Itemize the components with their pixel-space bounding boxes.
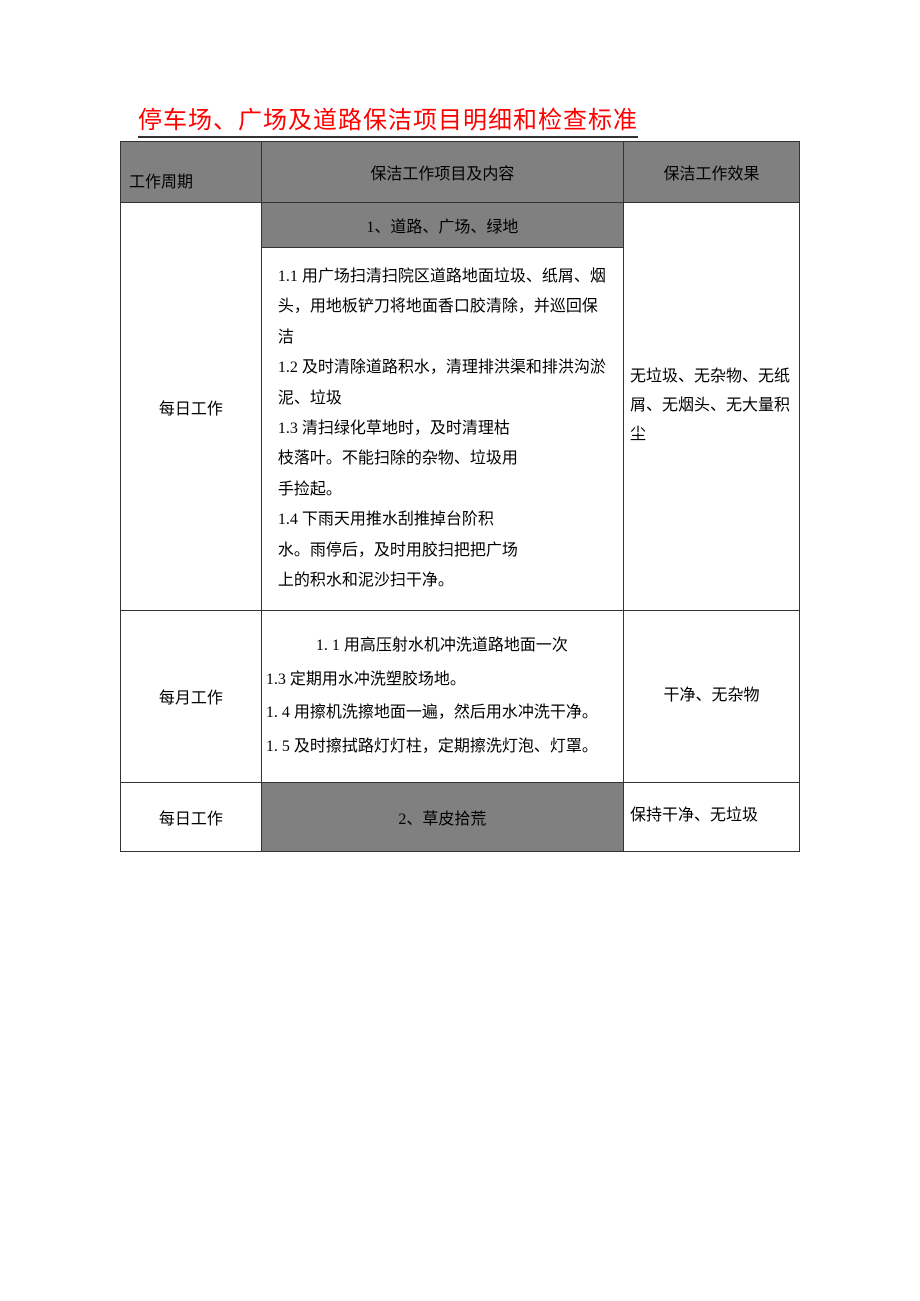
standards-table: 工作周期 保洁工作项目及内容 保洁工作效果 每日工作 1、道路、广场、绿地 无垃… [120, 141, 800, 852]
monthly-item-2: 1.3 定期用水冲洗塑胶场地。 [266, 663, 619, 697]
section2-header: 2、草皮拾荒 [261, 782, 623, 851]
section1-header-row: 每日工作 1、道路、广场、绿地 无垃圾、无杂物、无纸屑、无烟头、无大量积尘 [121, 203, 800, 248]
daily-period-cell: 每日工作 [121, 203, 262, 611]
daily-item-4a: 1.4 下雨天用推水刮推掉台阶积 [278, 505, 607, 535]
monthly-row: 每月工作 1. 1 用高压射水机冲洗道路地面一次 1.3 定期用水冲洗塑胶场地。… [121, 611, 800, 782]
daily-item-2: 1.2 及时清除道路积水，清理排洪渠和排洪沟淤泥、垃圾 [278, 353, 607, 414]
daily-item-1: 1.1 用广场扫清扫院区道路地面垃圾、纸屑、烟头，用地板铲刀将地面香口胶清除，并… [278, 262, 607, 353]
header-effect: 保洁工作效果 [623, 142, 799, 203]
daily-item-3c: 手捡起。 [278, 475, 607, 505]
daily-item-4c: 上的积水和泥沙扫干净。 [278, 566, 607, 596]
daily-content-cell: 1.1 用广场扫清扫院区道路地面垃圾、纸屑、烟头，用地板铲刀将地面香口胶清除，并… [261, 248, 623, 611]
section2-row: 每日工作 2、草皮拾荒 保持干净、无垃圾 [121, 782, 800, 851]
monthly-effect-cell: 干净、无杂物 [623, 611, 799, 782]
document-title: 停车场、广场及道路保洁项目明细和检查标准 [120, 100, 800, 135]
daily-item-3a: 1.3 清扫绿化草地时，及时清理枯 [278, 414, 607, 444]
monthly-item-4: 1. 5 及时擦拭路灯灯柱，定期擦洗灯泡、灯罩。 [266, 730, 619, 764]
header-content: 保洁工作项目及内容 [261, 142, 623, 203]
header-row: 工作周期 保洁工作项目及内容 保洁工作效果 [121, 142, 800, 203]
daily-effect-cell: 无垃圾、无杂物、无纸屑、无烟头、无大量积尘 [623, 203, 799, 611]
daily-item-3b: 枝落叶。不能扫除的杂物、垃圾用 [278, 444, 607, 474]
monthly-item-1: 1. 1 用高压射水机冲洗道路地面一次 [266, 629, 619, 663]
header-period: 工作周期 [121, 142, 262, 203]
section2-effect-cell: 保持干净、无垃圾 [623, 782, 799, 851]
section2-period-cell: 每日工作 [121, 782, 262, 851]
monthly-period-cell: 每月工作 [121, 611, 262, 782]
daily-item-4b: 水。雨停后，及时用胶扫把把广场 [278, 536, 607, 566]
section1-header: 1、道路、广场、绿地 [261, 203, 623, 248]
monthly-content-cell: 1. 1 用高压射水机冲洗道路地面一次 1.3 定期用水冲洗塑胶场地。 1. 4… [261, 611, 623, 782]
monthly-item-3: 1. 4 用擦机洗擦地面一遍，然后用水冲洗干净。 [266, 696, 619, 730]
